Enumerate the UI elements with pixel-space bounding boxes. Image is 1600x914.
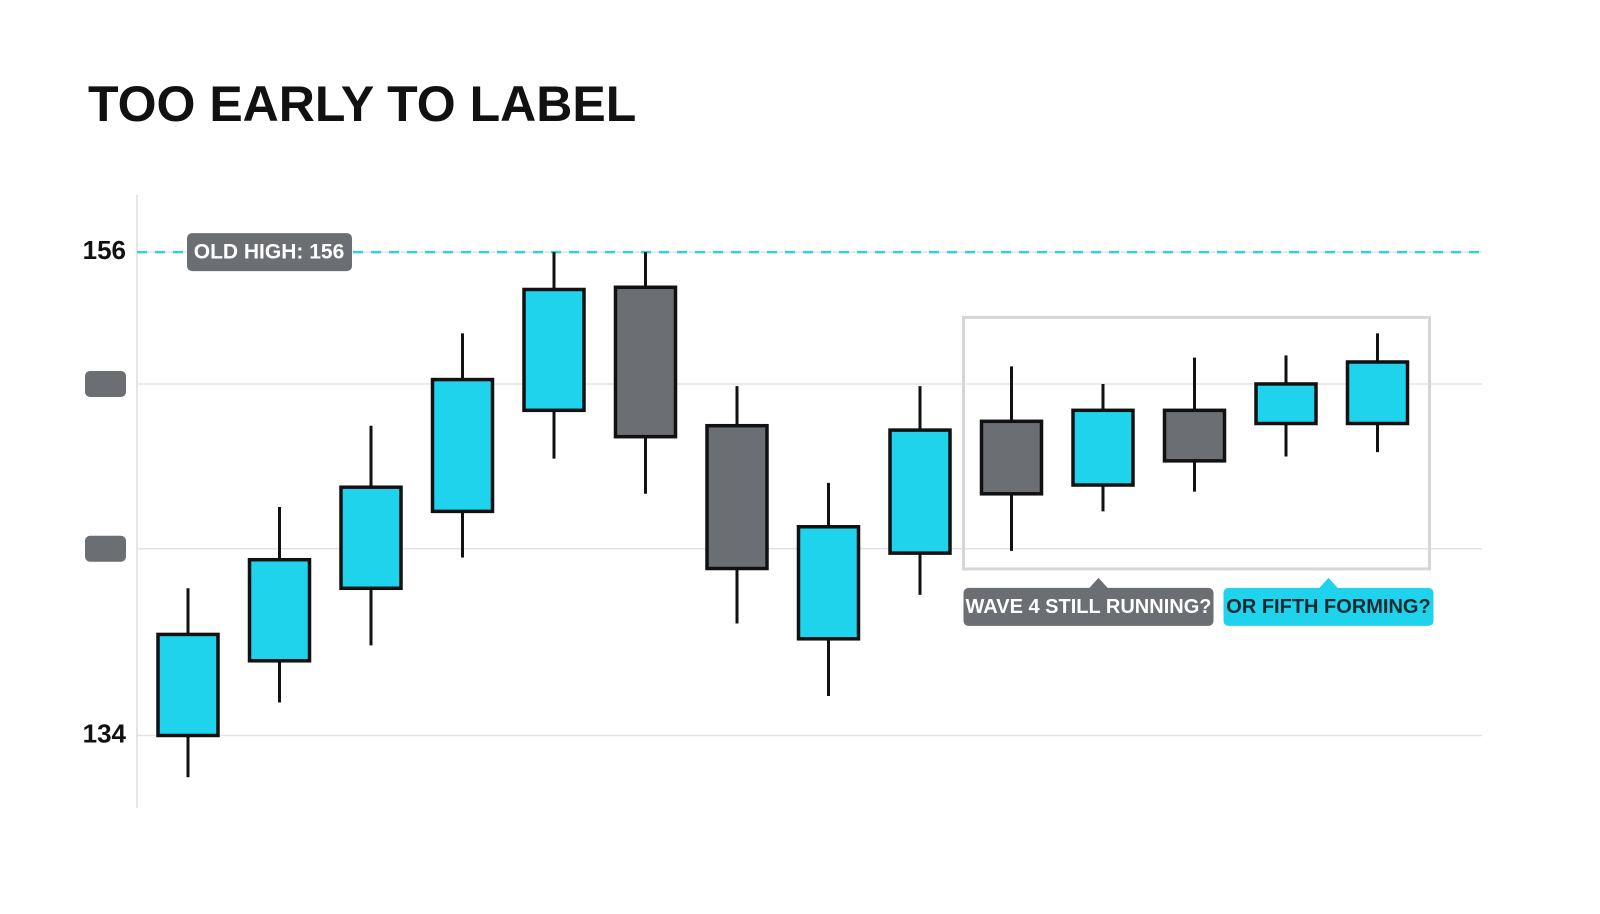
candle-body — [613, 285, 678, 439]
y-tick-placeholder — [85, 370, 126, 397]
candle-body — [1162, 408, 1227, 463]
candle-body — [522, 287, 586, 413]
candle-body — [796, 525, 861, 641]
candle-body — [247, 557, 312, 663]
reference-label: OLD HIGH: 156 — [194, 241, 345, 264]
reference-label-bg — [187, 233, 352, 272]
callout-label: OR FIFTH FORMING? — [1226, 596, 1430, 618]
callout-pointer — [1318, 577, 1339, 589]
callout-bg — [1223, 587, 1434, 626]
y-tick-placeholder — [85, 535, 126, 562]
candle-body — [339, 485, 403, 591]
callout-label: WAVE 4 STILL RUNNING? — [966, 596, 1212, 618]
callout-pointer — [1088, 577, 1109, 589]
highlight-box — [962, 315, 1431, 571]
y-tick-label: 134 — [83, 718, 127, 748]
chart-title: TOO EARLY TO LABEL — [88, 76, 636, 132]
candle-body — [705, 423, 769, 571]
callout-bg — [963, 587, 1214, 626]
candle-body — [888, 428, 952, 555]
candle-body — [1345, 360, 1410, 426]
candle-body — [1071, 408, 1135, 487]
candle-body — [156, 632, 220, 738]
candle-body — [1254, 382, 1318, 426]
y-tick-label: 156 — [83, 235, 126, 265]
candle-body — [979, 419, 1044, 496]
candle-body — [430, 377, 495, 514]
